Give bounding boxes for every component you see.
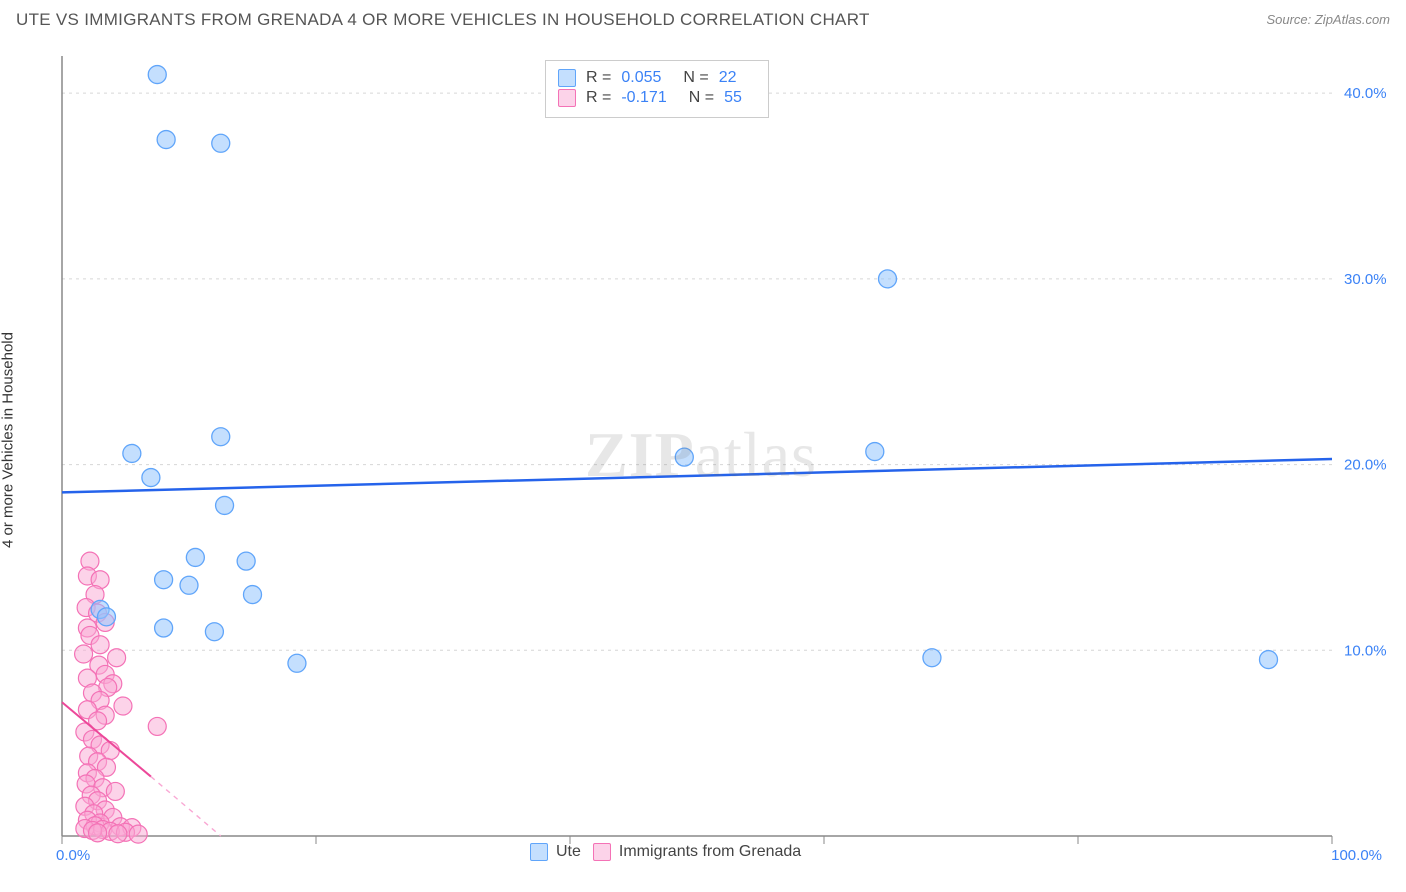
chart-title: UTE VS IMMIGRANTS FROM GRENADA 4 OR MORE…: [16, 10, 870, 29]
data-point-blue: [205, 623, 223, 641]
legend-n-label: N =: [683, 69, 708, 87]
data-point-blue: [237, 552, 255, 570]
data-point-blue: [148, 66, 166, 84]
data-point-pink: [148, 717, 166, 735]
chart-header: UTE VS IMMIGRANTS FROM GRENADA 4 OR MORE…: [16, 10, 1390, 34]
swatch-blue-icon: [558, 69, 576, 87]
y-axis-label: 4 or more Vehicles in Household: [0, 332, 17, 548]
data-point-blue: [123, 444, 141, 462]
legend-r-label: R =: [586, 89, 611, 107]
source-label: Source: ZipAtlas.com: [1266, 12, 1390, 27]
legend-r-value-pink: -0.171: [621, 89, 666, 107]
data-point-blue: [186, 548, 204, 566]
data-point-blue: [180, 576, 198, 594]
svg-text:100.0%: 100.0%: [1331, 847, 1382, 863]
swatch-pink-icon: [558, 89, 576, 107]
svg-text:10.0%: 10.0%: [1344, 642, 1387, 659]
data-point-blue: [157, 131, 175, 149]
legend-r-value-blue: 0.055: [621, 69, 661, 87]
data-point-blue: [212, 428, 230, 446]
legend-label-ute: Ute: [556, 843, 581, 861]
legend-item-ute: Ute: [530, 843, 581, 861]
data-point-blue: [216, 496, 234, 514]
swatch-blue-icon: [530, 843, 548, 861]
chart-area: 10.0%20.0%30.0%40.0%0.0%100.0% ZIPatlas …: [50, 48, 1390, 848]
data-point-pink: [114, 697, 132, 715]
data-point-pink: [89, 824, 107, 842]
correlation-legend: R = 0.055 N = 22 R = -0.171 N = 55: [545, 60, 769, 118]
data-point-blue: [675, 448, 693, 466]
data-point-blue: [155, 571, 173, 589]
data-point-blue: [142, 469, 160, 487]
legend-r-label: R =: [586, 69, 611, 87]
svg-text:30.0%: 30.0%: [1344, 271, 1387, 288]
data-point-blue: [288, 654, 306, 672]
svg-text:0.0%: 0.0%: [56, 847, 90, 863]
legend-row-pink: R = -0.171 N = 55: [558, 89, 754, 107]
legend-n-label: N =: [689, 89, 714, 107]
data-point-pink: [91, 636, 109, 654]
legend-label-grenada: Immigrants from Grenada: [619, 843, 801, 861]
data-point-pink: [75, 645, 93, 663]
data-point-pink: [108, 649, 126, 667]
data-point-blue: [923, 649, 941, 667]
legend-n-value-pink: 55: [724, 89, 742, 107]
data-point-blue: [879, 270, 897, 288]
svg-text:20.0%: 20.0%: [1344, 457, 1387, 474]
scatter-chart: 10.0% 20.0% 30.0% 40.0% 0.0% 100.0%: [50, 48, 1390, 863]
svg-text:40.0%: 40.0%: [1344, 85, 1387, 102]
data-point-blue: [155, 619, 173, 637]
series-legend: Ute Immigrants from Grenada: [530, 843, 801, 861]
data-point-pink: [109, 825, 127, 843]
data-point-blue: [1260, 651, 1278, 669]
legend-n-value-blue: 22: [719, 69, 737, 87]
data-point-blue: [866, 443, 884, 461]
data-point-pink: [129, 825, 147, 843]
data-point-pink: [106, 782, 124, 800]
legend-item-grenada: Immigrants from Grenada: [593, 843, 801, 861]
swatch-pink-icon: [593, 843, 611, 861]
data-point-blue: [97, 608, 115, 626]
data-point-blue: [244, 586, 262, 604]
legend-row-blue: R = 0.055 N = 22: [558, 69, 754, 87]
data-point-blue: [212, 134, 230, 152]
